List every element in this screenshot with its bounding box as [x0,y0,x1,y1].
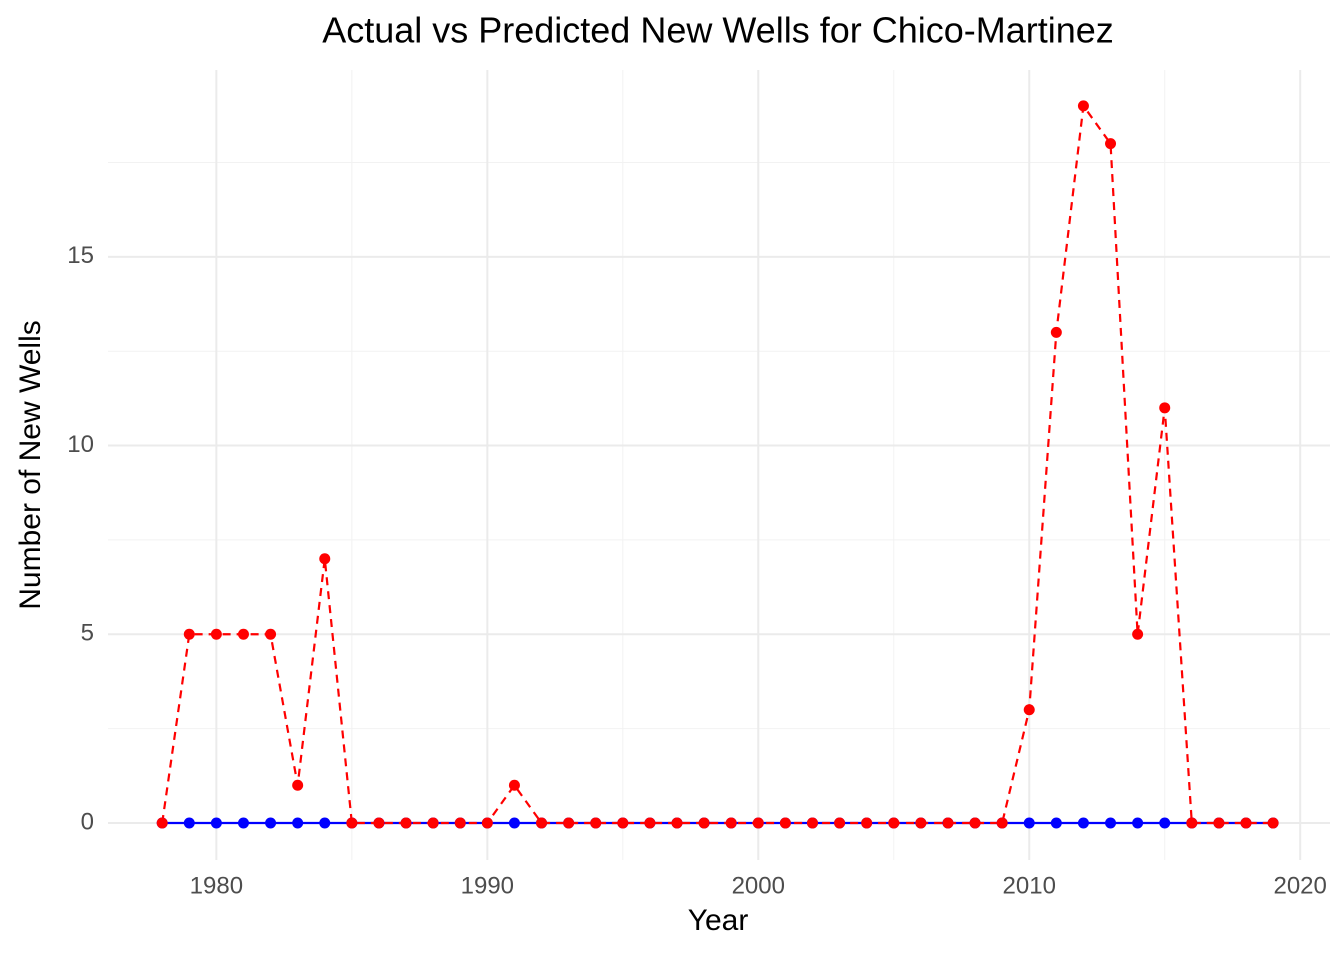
x-tick-label: 2000 [732,872,785,899]
data-point [481,817,493,829]
data-point [861,817,873,829]
data-point [834,817,846,829]
data-point [210,817,222,829]
x-tick-label: 2020 [1273,872,1326,899]
data-point [915,817,927,829]
data-point [617,817,629,829]
data-point [346,817,358,829]
data-point [319,817,331,829]
grid [108,70,1330,860]
data-point [671,817,683,829]
data-point [1159,402,1171,414]
data-point [644,817,656,829]
y-tick-label: 10 [67,431,94,458]
data-point [427,817,439,829]
data-point [508,779,520,791]
data-point [1023,704,1035,716]
y-tick-label: 5 [81,620,94,647]
data-point [1105,817,1117,829]
data-point [1186,817,1198,829]
data-point [1077,100,1089,112]
data-point [210,628,222,640]
data-point [563,817,575,829]
data-point [292,779,304,791]
data-point [1050,326,1062,338]
data-point [779,817,791,829]
data-point [888,817,900,829]
y-tick-label: 0 [81,808,94,835]
data-point [156,817,168,829]
data-point [265,628,277,640]
data-point [373,817,385,829]
data-point [292,817,304,829]
data-point [237,817,249,829]
data-point [1267,817,1279,829]
data-point [1132,817,1144,829]
data-point [265,817,277,829]
data-point [536,817,548,829]
x-tick-label: 1980 [190,872,243,899]
data-point [400,817,412,829]
y-tick-label: 15 [67,242,94,269]
data-point [1213,817,1225,829]
series-line [161,102,1274,825]
data-point [183,817,195,829]
data-point [1050,817,1062,829]
data-point [1132,628,1144,640]
data-point [454,817,466,829]
data-point [698,817,710,829]
data-point [1240,817,1252,829]
data-point [1105,138,1117,150]
data-point [590,817,602,829]
data-point [996,817,1008,829]
data-point [1077,817,1089,829]
data-point [725,817,737,829]
data-point [183,628,195,640]
x-tick-label: 1990 [461,872,514,899]
chart-title: Actual vs Predicted New Wells for Chico-… [322,10,1114,51]
x-axis-title: Year [688,904,749,937]
y-axis-title: Number of New Wells [14,320,47,610]
data-point [806,817,818,829]
data-point [752,817,764,829]
data-point [1159,817,1171,829]
data-point [508,817,520,829]
data-point [319,553,331,565]
plot-area [156,100,1279,829]
data-point [237,628,249,640]
x-tick-label: 2010 [1003,872,1056,899]
data-point [969,817,981,829]
data-point [942,817,954,829]
data-point [1023,817,1035,829]
